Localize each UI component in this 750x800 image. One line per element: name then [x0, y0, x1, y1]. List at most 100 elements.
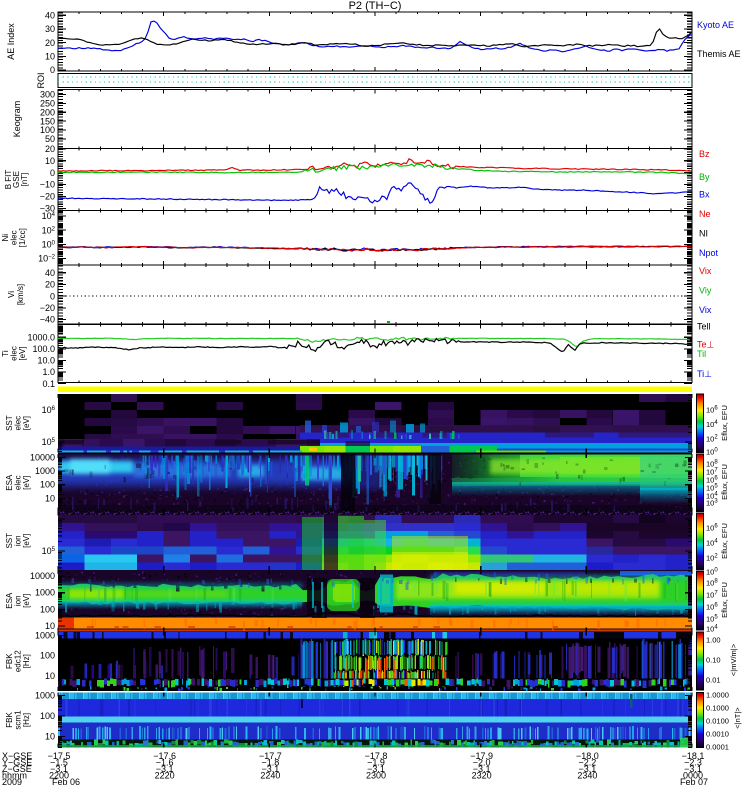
svg-text:FBK: FBK: [5, 712, 14, 728]
svg-text:<|nT|>: <|nT|>: [733, 707, 742, 729]
svg-text:Bz: Bz: [699, 149, 710, 159]
svg-text:20: 20: [45, 280, 55, 290]
svg-text:102: 102: [706, 554, 718, 563]
svg-text:Y−GSE: Y−GSE: [2, 758, 32, 768]
svg-text:0.1000: 0.1000: [706, 704, 729, 713]
svg-text:scm1: scm1: [14, 710, 23, 730]
svg-text:102: 102: [706, 435, 718, 444]
svg-text:[eV]: [eV]: [22, 594, 31, 608]
svg-text:−17.5: −17.5: [48, 751, 71, 761]
svg-text:105: 105: [706, 484, 718, 493]
svg-text:2200: 2200: [49, 771, 69, 781]
svg-text:106: 106: [706, 476, 718, 485]
svg-text:40: 40: [45, 268, 55, 278]
svg-text:−1.9: −1.9: [367, 758, 385, 768]
svg-text:10−2: 10−2: [38, 254, 56, 264]
svg-text:[eV]: [eV]: [18, 346, 27, 360]
svg-text:105: 105: [42, 437, 56, 447]
svg-text:10: 10: [45, 621, 55, 631]
svg-text:2340: 2340: [577, 771, 597, 781]
svg-text:−40: −40: [40, 315, 55, 325]
svg-text:30: 30: [45, 24, 55, 34]
svg-text:GSE: GSE: [12, 171, 21, 188]
svg-text:1000.0: 1000.0: [27, 332, 55, 342]
svg-text:[eV]: [eV]: [22, 534, 31, 548]
svg-text:2240: 2240: [260, 771, 280, 781]
svg-text:40: 40: [45, 10, 55, 20]
svg-text:105: 105: [706, 615, 718, 624]
svg-text:104: 104: [706, 492, 718, 501]
svg-text:100: 100: [40, 125, 55, 135]
svg-text:1.00: 1.00: [706, 636, 721, 645]
svg-text:Eflux, EFU: Eflux, EFU: [720, 405, 729, 441]
svg-text:−1.5: −1.5: [50, 758, 68, 768]
svg-text:Npot: Npot: [699, 248, 719, 258]
svg-text:[km/s]: [km/s]: [16, 284, 25, 305]
svg-text:107: 107: [706, 591, 718, 600]
svg-text:NI: NI: [699, 229, 708, 239]
svg-text:ESA: ESA: [5, 592, 14, 609]
svg-text:100: 100: [706, 448, 718, 457]
svg-text:Eflux, EFU: Eflux, EFU: [720, 523, 729, 559]
svg-text:elec: elec: [10, 230, 19, 245]
svg-text:−17.7: −17.7: [259, 751, 282, 761]
svg-text:1000: 1000: [35, 588, 55, 598]
svg-text:−10: −10: [40, 180, 55, 190]
svg-text:−2.2: −2.2: [578, 758, 596, 768]
svg-text:−1.8: −1.8: [261, 758, 279, 768]
svg-text:Ni: Ni: [1, 234, 10, 242]
svg-text:2009: 2009: [2, 777, 22, 787]
svg-text:0000: 0000: [683, 771, 703, 781]
svg-text:−3.1: −3.1: [367, 764, 385, 774]
svg-text:Bx: Bx: [699, 190, 710, 200]
svg-text:Keogram: Keogram: [12, 101, 22, 138]
svg-text:10: 10: [45, 671, 55, 681]
svg-text:[eV]: [eV]: [22, 476, 31, 490]
svg-text:hhmm: hhmm: [2, 771, 27, 781]
svg-text:elec: elec: [10, 346, 19, 361]
svg-text:106: 106: [706, 406, 718, 415]
svg-text:[Hz]: [Hz]: [22, 654, 31, 668]
svg-text:[eV]: [eV]: [22, 416, 31, 430]
svg-text:10: 10: [45, 52, 55, 62]
svg-text:ion: ion: [14, 595, 23, 606]
svg-text:−2.3: −2.3: [684, 758, 702, 768]
svg-text:103: 103: [706, 499, 718, 508]
svg-text:10: 10: [45, 732, 55, 742]
svg-text:104: 104: [706, 420, 718, 429]
svg-text:108: 108: [706, 460, 718, 469]
svg-text:By: By: [699, 172, 710, 182]
svg-text:0.0100: 0.0100: [706, 717, 729, 726]
svg-text:10: 10: [45, 493, 55, 503]
svg-text:10.0: 10.0: [37, 356, 55, 366]
svg-text:−2.0: −2.0: [473, 758, 491, 768]
svg-text:0: 0: [50, 65, 55, 75]
svg-text:SST: SST: [5, 415, 14, 431]
svg-text:0.1: 0.1: [42, 379, 55, 389]
svg-text:104: 104: [706, 625, 718, 634]
svg-text:elec: elec: [14, 416, 23, 431]
svg-text:−17.8: −17.8: [365, 751, 388, 761]
svg-text:−3.1: −3.1: [578, 764, 596, 774]
svg-text:Vix: Vix: [699, 266, 712, 276]
svg-text:−17.6: −17.6: [153, 751, 176, 761]
svg-text:−30: −30: [40, 204, 55, 214]
svg-text:105: 105: [42, 546, 56, 556]
svg-text:100.0: 100.0: [32, 344, 55, 354]
svg-text:10000: 10000: [30, 571, 55, 581]
svg-text:0.0001: 0.0001: [706, 743, 729, 752]
svg-text:20: 20: [45, 144, 55, 154]
svg-text:−18.0: −18.0: [576, 751, 599, 761]
svg-text:1000: 1000: [35, 691, 55, 701]
svg-text:Z−GSE: Z−GSE: [2, 764, 32, 774]
svg-text:10: 10: [45, 156, 55, 166]
svg-text:Feb 06: Feb 06: [52, 777, 80, 787]
svg-text:100: 100: [40, 604, 55, 614]
svg-text:104: 104: [706, 539, 718, 548]
svg-text:2220: 2220: [155, 771, 175, 781]
svg-text:100: 100: [42, 240, 56, 250]
svg-text:X−GSE: X−GSE: [2, 751, 32, 761]
svg-text:−3.1: −3.1: [473, 764, 491, 774]
svg-text:250: 250: [40, 99, 55, 109]
svg-text:0.01: 0.01: [706, 676, 721, 685]
